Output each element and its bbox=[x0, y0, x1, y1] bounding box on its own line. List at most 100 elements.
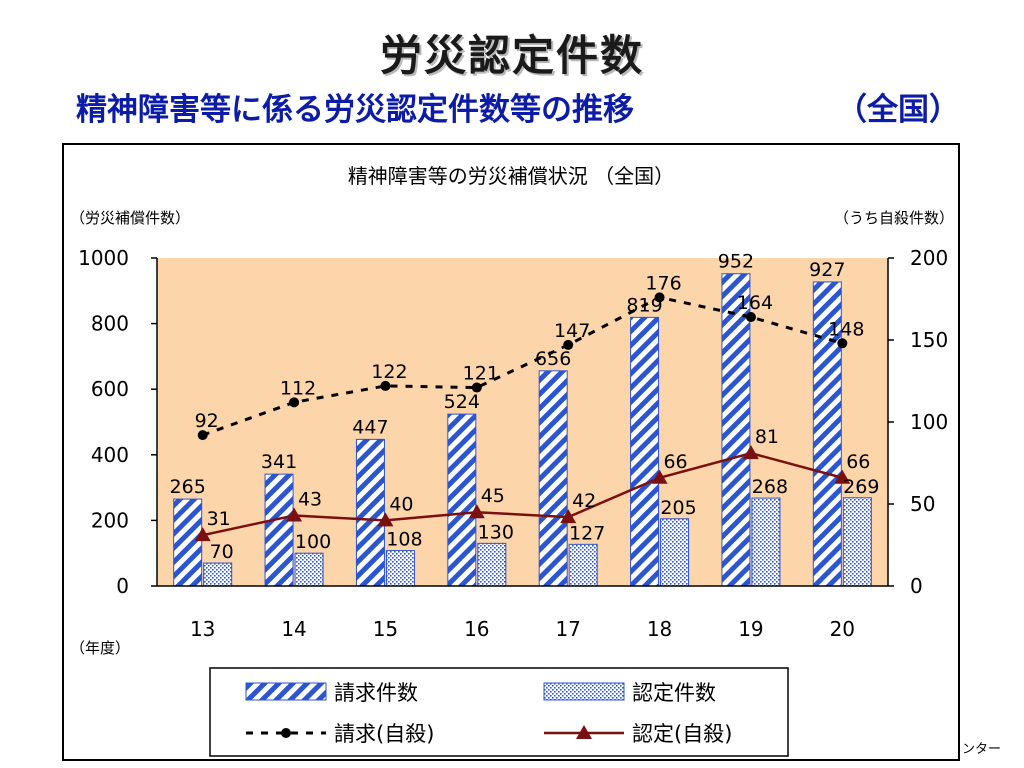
label-claims-20: 927 bbox=[809, 259, 845, 281]
chart-title: 精神障害等の労災補償状況 （全国） bbox=[348, 164, 674, 188]
bar-claims-19 bbox=[721, 273, 751, 587]
point-suicide-certified-20 bbox=[834, 469, 851, 484]
line-suicide-certified bbox=[202, 451, 843, 537]
point-suicide-claims-14 bbox=[289, 397, 300, 408]
point-suicide-claims-15 bbox=[380, 380, 391, 391]
right-tick-label: 50 bbox=[910, 492, 935, 516]
right-tick-label: 150 bbox=[910, 328, 948, 352]
legend-label-claims: 請求件数 bbox=[334, 681, 418, 705]
page-subtitle-scope: （全国） bbox=[836, 92, 960, 128]
bar-claims-15 bbox=[355, 438, 385, 587]
point-suicide-certified-14 bbox=[286, 507, 303, 522]
left-tick-label: 800 bbox=[91, 312, 129, 336]
point-suicide-claims-16 bbox=[471, 382, 482, 393]
label-suicide-claims-16: 121 bbox=[463, 363, 499, 385]
bar-certified-15 bbox=[385, 550, 415, 587]
left-tick-label: 200 bbox=[91, 508, 129, 532]
bar-certified-19 bbox=[751, 497, 781, 587]
point-suicide-certified-18 bbox=[651, 469, 668, 484]
point-suicide-claims-20 bbox=[837, 338, 848, 349]
label-certified-15: 108 bbox=[386, 529, 422, 551]
label-claims-16: 524 bbox=[444, 391, 480, 413]
label-suicide-certified-18: 66 bbox=[663, 451, 687, 473]
label-suicide-claims-14: 112 bbox=[280, 377, 316, 399]
label-claims-18: 819 bbox=[626, 294, 662, 316]
legend-label-certified: 認定件数 bbox=[632, 681, 716, 705]
label-suicide-claims-19: 164 bbox=[737, 292, 773, 314]
point-suicide-claims-18 bbox=[654, 292, 665, 303]
bar-claims-17 bbox=[538, 370, 568, 587]
point-suicide-certified-15 bbox=[377, 512, 394, 527]
label-claims-15: 447 bbox=[352, 416, 388, 438]
legend-label-suicide-claims: 請求(自殺) bbox=[334, 722, 434, 746]
label-certified-19: 268 bbox=[752, 476, 788, 498]
label-suicide-certified-15: 40 bbox=[389, 493, 413, 515]
label-certified-14: 100 bbox=[295, 531, 331, 553]
label-claims-14: 341 bbox=[261, 451, 297, 473]
label-suicide-claims-17: 147 bbox=[554, 320, 590, 342]
bar-claims-16 bbox=[447, 413, 477, 587]
label-claims-13: 265 bbox=[170, 476, 206, 498]
legend-marker-suicide-claims bbox=[281, 728, 291, 738]
label-certified-20: 269 bbox=[843, 476, 879, 498]
left-tick-label: 400 bbox=[91, 443, 129, 467]
label-certified-17: 127 bbox=[569, 522, 605, 544]
line-suicide-claims bbox=[202, 295, 843, 437]
right-tick-label: 200 bbox=[910, 246, 948, 270]
label-suicide-certified-17: 42 bbox=[572, 490, 596, 512]
left-axis-label: （労災補償件数） bbox=[70, 209, 190, 227]
left-tick-label: 600 bbox=[91, 377, 129, 401]
bar-claims-20 bbox=[812, 281, 842, 587]
legend-swatch-claims bbox=[245, 682, 327, 701]
point-suicide-certified-19 bbox=[742, 445, 759, 460]
x-tick-label: 16 bbox=[464, 617, 489, 641]
bar-claims-14 bbox=[264, 473, 294, 587]
x-tick-label: 19 bbox=[738, 617, 763, 641]
legend-swatch-certified bbox=[543, 682, 625, 701]
label-suicide-certified-14: 43 bbox=[298, 488, 322, 510]
label-suicide-claims-20: 148 bbox=[828, 318, 864, 340]
x-axis-label: （年度） bbox=[70, 639, 130, 657]
label-claims-17: 656 bbox=[535, 348, 571, 370]
point-suicide-claims-19 bbox=[745, 312, 756, 323]
page-title: 労災認定件数 bbox=[379, 31, 644, 80]
bar-certified-16 bbox=[477, 542, 507, 587]
x-tick-label: 20 bbox=[830, 617, 855, 641]
bar-certified-17 bbox=[568, 543, 598, 587]
point-suicide-certified-13 bbox=[194, 527, 211, 542]
left-tick-label: 0 bbox=[116, 574, 129, 598]
bar-certified-20 bbox=[842, 497, 872, 587]
footer-fragment: ンター bbox=[962, 742, 1002, 757]
label-claims-19: 952 bbox=[718, 251, 754, 273]
chart-frame: 265 70 341 100 447 108 524 130 656 127 819 205 952 26… bbox=[62, 143, 960, 761]
label-certified-16: 130 bbox=[478, 521, 514, 543]
page-subtitle: 精神障害等に係る労災認定件数等の推移 bbox=[76, 92, 634, 128]
bar-certified-13 bbox=[203, 562, 233, 587]
chart-svg: 265 70 341 100 447 108 524 130 656 127 819 205 952 26… bbox=[70, 164, 954, 757]
label-suicide-certified-19: 81 bbox=[755, 426, 779, 448]
label-suicide-certified-16: 45 bbox=[481, 485, 505, 507]
legend-label-suicide-certified: 認定(自殺) bbox=[632, 722, 732, 746]
point-suicide-claims-13 bbox=[197, 430, 208, 441]
bar-claims-13 bbox=[173, 498, 203, 587]
x-tick-label: 15 bbox=[373, 617, 398, 641]
label-certified-18: 205 bbox=[660, 497, 696, 519]
label-suicide-claims-13: 92 bbox=[195, 410, 219, 432]
left-tick-label: 1000 bbox=[78, 246, 129, 270]
point-suicide-certified-17 bbox=[560, 509, 577, 524]
point-suicide-claims-17 bbox=[563, 339, 574, 350]
right-tick-label: 100 bbox=[910, 410, 948, 434]
label-suicide-certified-20: 66 bbox=[846, 451, 870, 473]
x-tick-label: 18 bbox=[647, 617, 672, 641]
label-suicide-certified-13: 31 bbox=[207, 508, 231, 530]
bar-certified-18 bbox=[660, 518, 690, 587]
label-suicide-claims-18: 176 bbox=[645, 272, 681, 294]
legend-marker-suicide-certified bbox=[576, 725, 592, 739]
label-suicide-claims-15: 122 bbox=[371, 361, 407, 383]
right-axis-label: （うち自殺件数） bbox=[834, 209, 954, 227]
label-certified-13: 70 bbox=[210, 541, 234, 563]
x-tick-label: 14 bbox=[281, 617, 306, 641]
right-tick-label: 0 bbox=[910, 574, 923, 598]
bar-claims-18 bbox=[630, 316, 660, 587]
x-tick-label: 17 bbox=[555, 617, 580, 641]
